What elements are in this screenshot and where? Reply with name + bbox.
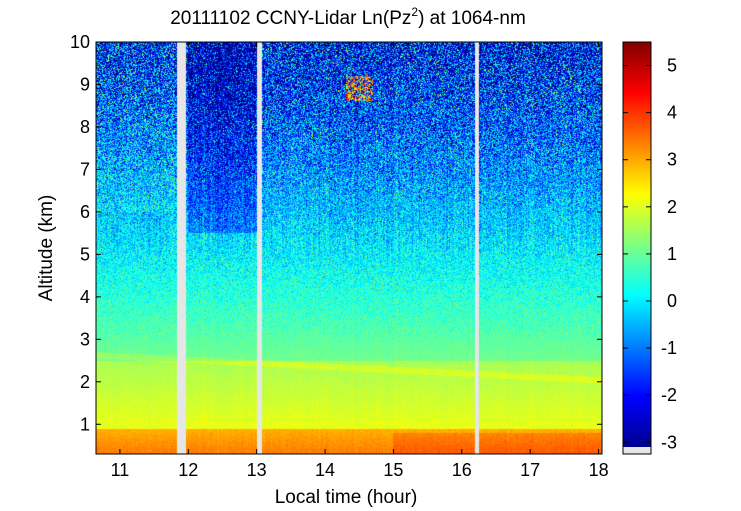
plot-frame: [95, 41, 603, 455]
x-tick-label: 11: [111, 460, 130, 480]
y-tick-label: 5: [80, 244, 90, 264]
x-tick-label: 13: [247, 460, 267, 480]
x-tick-label: 16: [452, 460, 472, 480]
x-axis: 11 12 13 14 15 16 17 18: [111, 42, 609, 480]
colorbar-tick-label: 5: [667, 56, 677, 76]
x-tick-label: 12: [178, 460, 198, 480]
colorbar-gradient: [623, 42, 651, 447]
y-tick-label: 2: [80, 372, 90, 392]
colorbar-tick-label: -1: [661, 338, 677, 358]
y-tick-label: 6: [80, 202, 90, 222]
colorbar-ticks: -3 -2 -1 0 1 2 3 4 5: [623, 56, 677, 452]
colorbar-tick-label: 3: [667, 150, 677, 170]
y-axis-title: Altitude (km): [36, 195, 57, 302]
title-part-1: 20111102 CCNY-Lidar Ln(Pz: [170, 8, 411, 29]
plot-area: [95, 41, 603, 455]
chart-title: 20111102 CCNY-Lidar Ln(Pz2) at 1064-nm: [170, 5, 526, 29]
title-part-2: ) at 1064-nm: [418, 8, 526, 29]
title-superscript: 2: [411, 5, 418, 19]
colorbar-frame: [622, 41, 652, 455]
x-tick-label: 17: [520, 460, 540, 480]
y-tick-label: 4: [80, 287, 90, 307]
y-axis: 1 2 3 4 5 6 7 8 9 10: [70, 32, 602, 434]
y-tick-label: 8: [80, 117, 90, 137]
colorbar-tick-label: 0: [667, 291, 677, 311]
y-tick-label: 3: [80, 329, 90, 349]
y-tick-label: 10: [70, 32, 90, 52]
colorbar-tick-label: 2: [667, 197, 677, 217]
y-tick-label: 9: [80, 74, 90, 94]
x-tick-label: 18: [589, 460, 609, 480]
colorbar-tick-label: -2: [661, 385, 677, 405]
colorbar-tick-label: -3: [661, 432, 677, 452]
x-tick-label: 14: [315, 460, 335, 480]
y-tick-label: 1: [80, 414, 90, 434]
x-axis-title: Local time (hour): [275, 487, 418, 508]
colorbar-nodata-swatch: [623, 447, 651, 454]
y-tick-label: 7: [80, 159, 90, 179]
heatmap-image: [96, 42, 602, 454]
colorbar-tick-label: 1: [667, 244, 677, 264]
x-tick-label: 15: [383, 460, 403, 480]
colorbar: -3 -2 -1 0 1 2 3 4 5: [622, 41, 677, 455]
colorbar-tick-label: 4: [667, 103, 677, 123]
